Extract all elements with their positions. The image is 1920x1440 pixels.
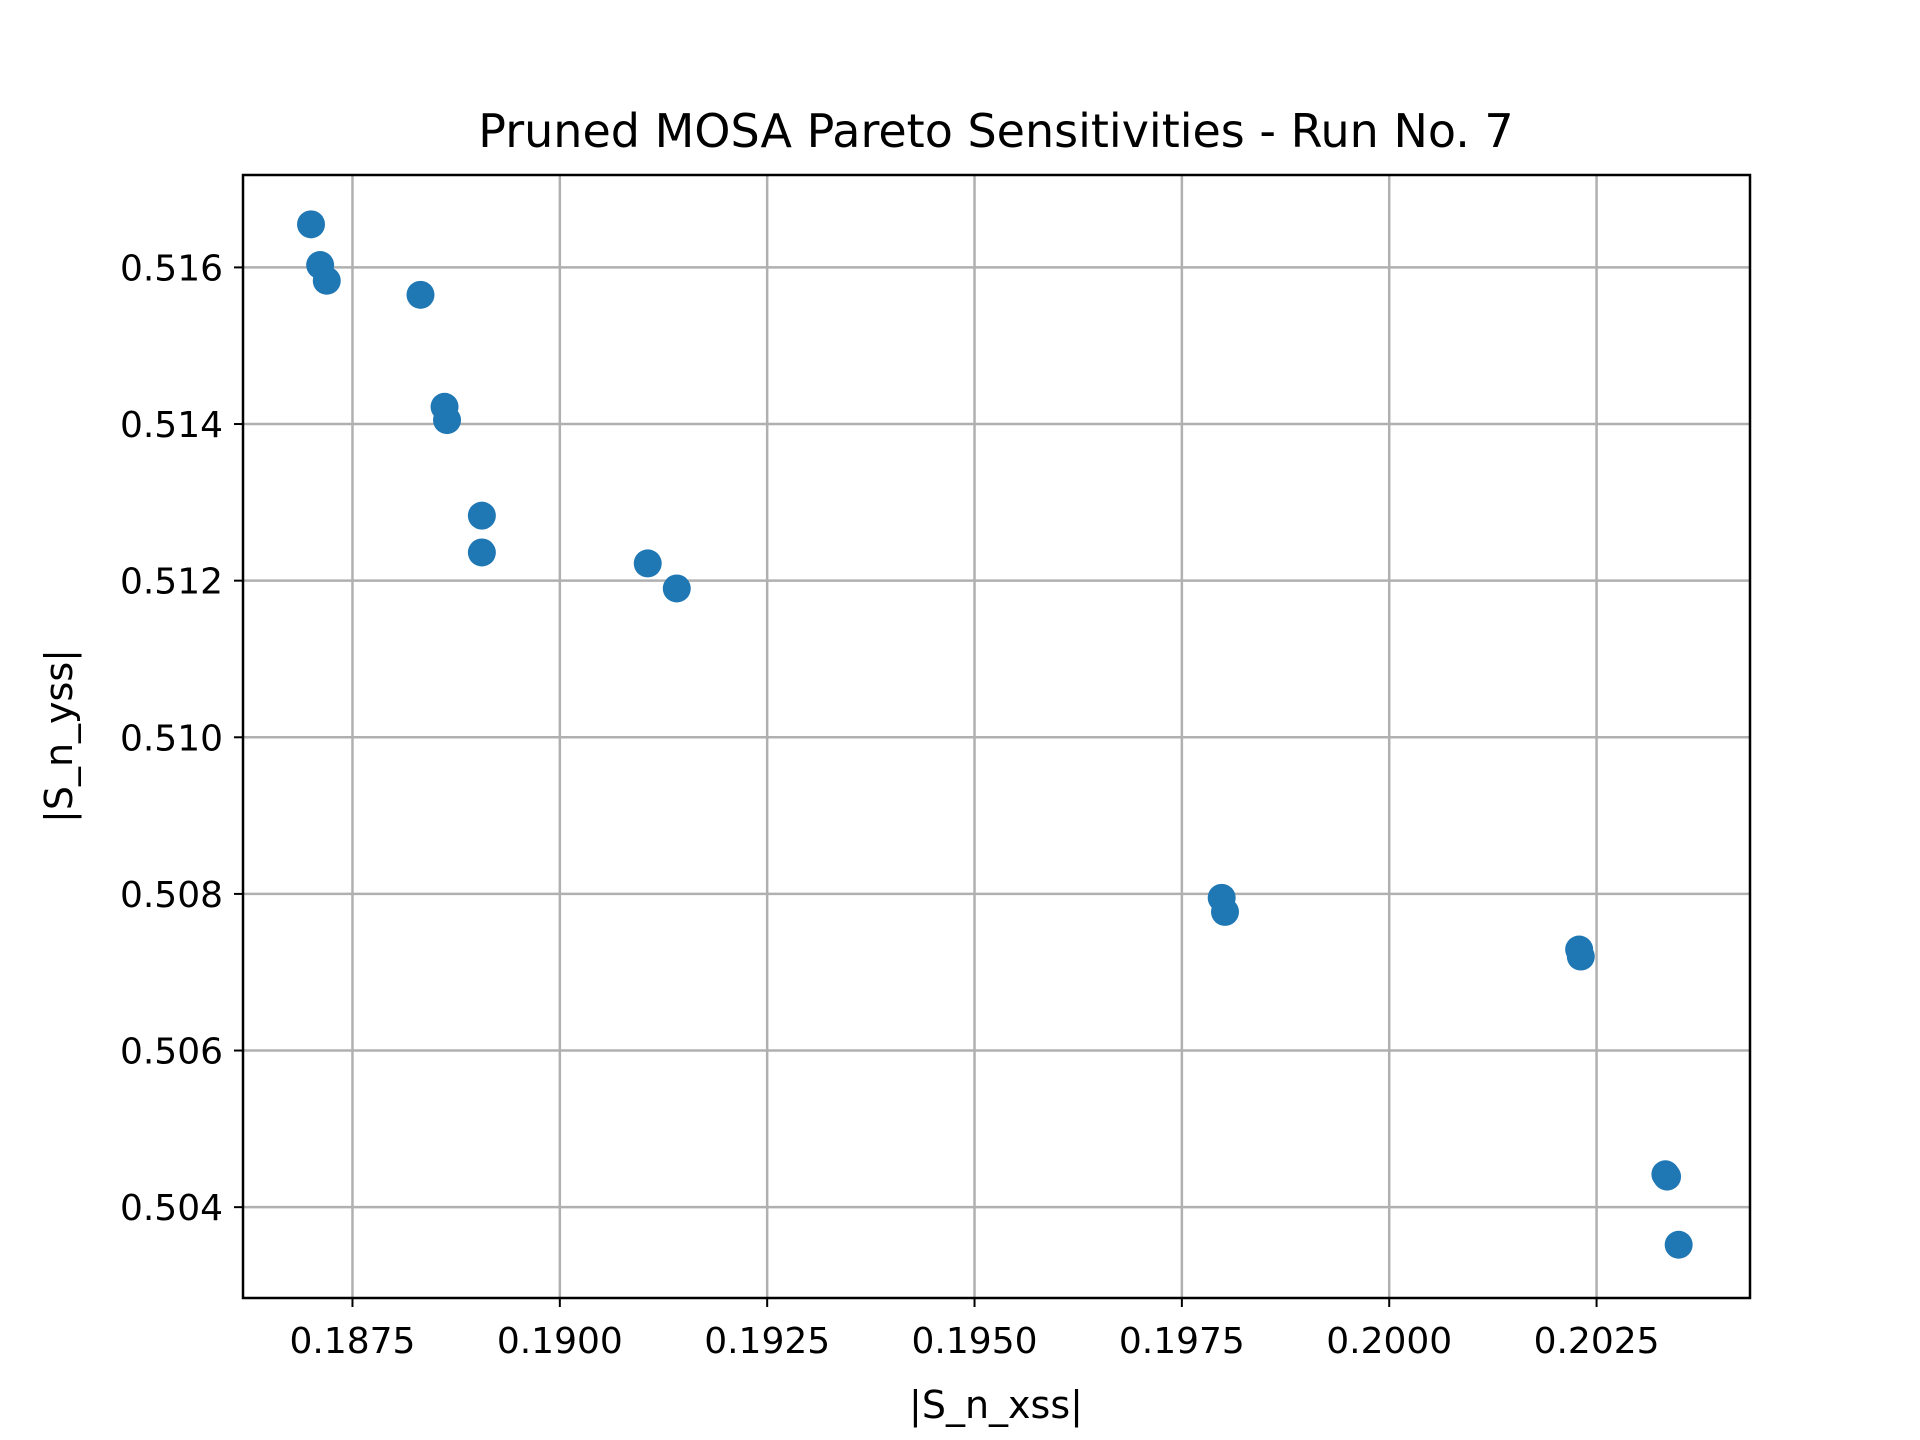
y-tick-label: 0.508 [120,875,223,916]
scatter-point [1653,1162,1682,1191]
axis-ticks: 0.1875 0.1900 0.1925 0.1950 0.1975 0.2000 0.20… [120,248,1660,1362]
x-tick-label: 0.1875 [289,1321,415,1362]
y-tick-label: 0.510 [120,718,223,759]
x-tick-label: 0.1925 [704,1321,830,1362]
data-points [297,210,1693,1259]
x-tick-label: 0.1975 [1119,1321,1245,1362]
y-tick-label: 0.504 [120,1188,223,1229]
scatter-point [1210,897,1239,926]
scatter-point [662,574,691,603]
y-tick-label: 0.516 [120,248,223,289]
scatter-point [433,406,462,435]
x-tick-label: 0.1950 [912,1321,1038,1362]
scatter-point [312,266,341,295]
y-axis-label: |S_n_yss| [37,649,82,823]
scatter-point [297,210,326,239]
x-axis-label: |S_n_xss| [909,1383,1083,1428]
scatter-point [1566,942,1595,971]
x-tick-label: 0.2025 [1534,1321,1660,1362]
y-tick-label: 0.512 [120,562,223,603]
scatter-point [406,280,435,309]
y-tick-label: 0.506 [120,1032,223,1073]
x-tick-label: 0.1900 [497,1321,623,1362]
grid-lines [243,175,1750,1298]
scatter-point [467,501,496,530]
y-tick-label: 0.514 [120,405,223,446]
x-tick-label: 0.2000 [1326,1321,1452,1362]
scatter-point [467,538,496,567]
scatter-point [633,549,662,578]
scatter-point [1664,1230,1693,1259]
chart-title: Pruned MOSA Pareto Sensitivities - Run N… [478,104,1513,158]
